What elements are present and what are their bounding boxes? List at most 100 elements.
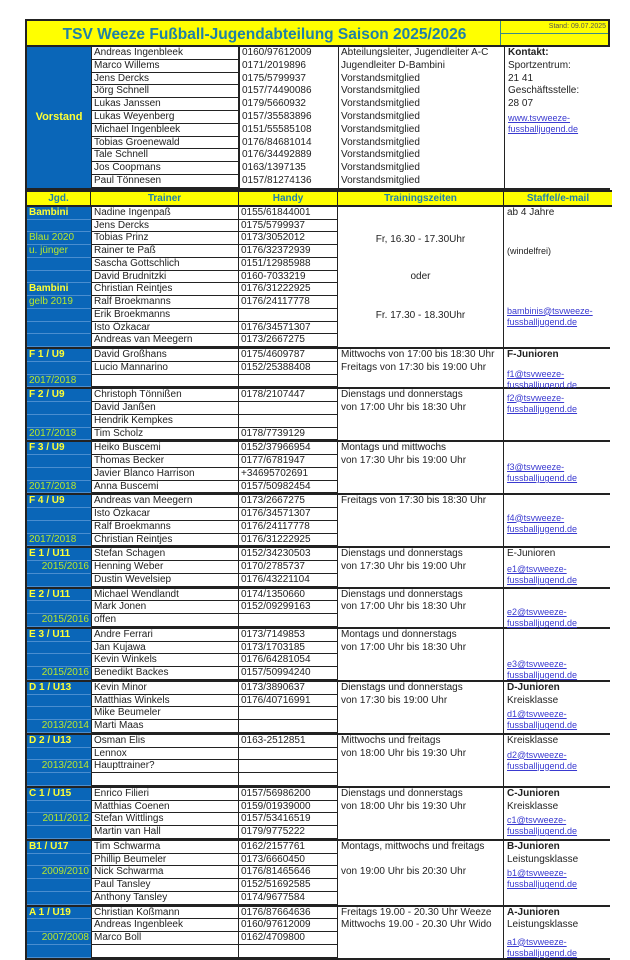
email-link[interactable]: f4@tsvweeze-fussballjugend.de	[507, 512, 578, 534]
team-year: 2011/2012	[27, 813, 91, 827]
team-label: D 2 / U13	[27, 734, 91, 748]
trainer-name: Jan Kujawa	[91, 641, 239, 655]
stand-date: Stand: 09.07.2025	[500, 21, 608, 34]
staffel-cell: B-Junioren Leistungsklasse b1@tsvweeze-fus…	[504, 840, 612, 905]
contact-line: Kontakt:	[508, 47, 549, 58]
email-link[interactable]: f3@tsvweeze-fussballjugend.de	[507, 462, 578, 484]
team-year	[27, 414, 91, 428]
member-role: Jugendleiter D-Bambini	[338, 59, 504, 73]
training-line: Dienstags und donnerstags	[341, 787, 463, 799]
email-link[interactable]: e2@tsvweeze-fussballjugend.de	[507, 607, 578, 629]
trainer-name: David Janßen	[91, 402, 239, 415]
training-times: Montags, mittwochs und freitags von 19:00…	[338, 840, 504, 905]
trainer-name: Heiko Buscemi	[91, 442, 239, 456]
team-label: F 1 / U9	[27, 349, 91, 362]
team-year	[27, 321, 91, 335]
team-year	[27, 707, 91, 721]
staffel-line: B-Junioren	[507, 840, 560, 852]
trainer-name: Rainer te Paß	[91, 245, 239, 258]
email-link[interactable]: e1@tsvweeze-fussballjugend.de	[507, 564, 578, 586]
staffel-line: Kreisklasse	[507, 800, 559, 812]
training-line: Dienstags und donnerstags	[341, 588, 463, 600]
training-times: Freitags von 17:30 bis 18:30 Uhr	[338, 495, 504, 547]
email-link[interactable]: a1@tsvweeze-fussballjugend.de	[507, 936, 578, 958]
trainer-phone: 0177/6781947	[239, 455, 338, 468]
email-link[interactable]: b1@tsvweeze-fussballjugend.de	[507, 868, 578, 890]
member-phone: 0176/84681014	[239, 136, 338, 150]
team-year	[27, 219, 91, 233]
member-name: Marco Willems	[91, 59, 239, 73]
member-role: Vorstandsmitglied	[338, 85, 504, 99]
trainer-phone	[239, 747, 338, 761]
trainer-name: Henning Weber	[91, 561, 239, 574]
member-role: Vorstandsmitglied	[338, 72, 504, 86]
trainer-phone: 0174/9677584	[239, 891, 338, 905]
training-line: Dienstags und donnerstags	[341, 389, 463, 401]
training-line: von 19:00 Uhr bis 20:30 Uhr	[341, 866, 467, 878]
header-2: Handy	[239, 189, 338, 207]
staffel-cell: Kreisklasse d2@tsvweeze-fussballjugend.de	[504, 734, 612, 786]
training-line: von 17:00 Uhr bis 18:30 Uhr	[341, 601, 467, 613]
team-year	[27, 641, 91, 655]
email-link[interactable]: f2@tsvweeze-fussballjugend.de	[507, 392, 578, 414]
email-link[interactable]: f1@tsvweeze-fussballjugend.de	[507, 368, 578, 390]
member-name: Andreas Ingenbleek	[91, 47, 239, 60]
member-name: Tale Schnell	[91, 149, 239, 163]
trainer-name: Andre Ferrari	[91, 628, 239, 642]
team-year	[27, 747, 91, 761]
title-empty-cell	[500, 34, 608, 45]
member-phone: 0176/34492889	[239, 149, 338, 163]
trainer-phone: 0152/34230503	[239, 548, 338, 562]
team-year	[27, 853, 91, 867]
team-group: E 2 / U11 2015/2016 Michael Wendlandt 0174/…	[25, 588, 612, 629]
staffel-cell: D-Junioren Kreisklasse d1@tsvweeze-fussbal…	[504, 681, 612, 733]
trainer-phone: 0173/3890637	[239, 681, 338, 695]
team-label: F 4 / U9	[27, 495, 91, 509]
training-line: Montags und mittwochs	[341, 442, 447, 454]
member-role: Vorstandsmitglied	[338, 98, 504, 111]
staffel-cell: E-Junioren e1@tsvweeze-fussballjugend.de	[504, 548, 612, 587]
trainer-phone: 0163-2512851	[239, 734, 338, 748]
training-line: von 17:30 Uhr bis 19:00 Uhr	[341, 455, 467, 467]
email-link[interactable]: d2@tsvweeze-fussballjugend.de	[507, 749, 578, 771]
staffel-line: E-Junioren	[507, 548, 556, 560]
email-link[interactable]: d1@tsvweeze-fussballjugend.de	[507, 709, 578, 731]
trainer-name: Isto Özkacar	[91, 508, 239, 521]
team-year	[27, 773, 91, 786]
team-year: u. jünger	[27, 245, 91, 258]
training-line: Freitags von 17:30 bis 18:30 Uhr	[341, 495, 487, 507]
trainer-phone: 0173/2667275	[239, 334, 338, 348]
team-year: 2009/2010	[27, 866, 91, 880]
trainer-phone: 0173/1703185	[239, 641, 338, 655]
trainer-name: Christian Reintjes	[91, 533, 239, 547]
website-link[interactable]: www.tsvweeze-fussballjugend.de	[508, 112, 579, 134]
team-year: 2017/2018	[27, 374, 91, 388]
team-label: D 1 / U13	[27, 681, 91, 695]
trainer-name: Martin van Hall	[91, 826, 239, 839]
trainer-name: Stefan Wittlings	[91, 813, 239, 827]
team-year: 2015/2016	[27, 614, 91, 627]
trainer-phone	[239, 308, 338, 322]
contact-line: 28 07	[508, 98, 534, 109]
team-label: Bambini	[27, 283, 91, 297]
trainer-phone: 0176/24117778	[239, 520, 338, 534]
trainer-phone: 0179/9775222	[239, 826, 338, 839]
trainer-phone: 0175/5799937	[239, 219, 338, 233]
title-row: TSV Weeze Fußball-Jugendabteilung Saison…	[25, 19, 610, 47]
trainer-name: Matthias Coenen	[91, 800, 239, 814]
email-link[interactable]: e3@tsvweeze-fussballjugend.de	[507, 658, 578, 680]
team-group: F 1 / U9 2017/2018 David Großhans 0175/4609…	[25, 349, 612, 390]
team-group: A 1 / U19 2007/2008 Christian Koßmann 0176/…	[25, 906, 612, 960]
team-label: E 1 / U11	[27, 548, 91, 562]
email-link[interactable]: bambinis@tsvweeze-fussballjugend.de	[507, 305, 593, 327]
team-group: B1 / U17 2009/2010 Tim Schwarma 0162/215776…	[25, 840, 612, 907]
email-link[interactable]: c1@tsvweeze-fussballjugend.de	[507, 815, 578, 837]
staffel-cell: e3@tsvweeze-fussballjugend.de	[504, 628, 612, 680]
training-times: Dienstags und donnerstags von 17:30 bis …	[338, 681, 504, 733]
training-line: von 17:30 Uhr bis 19:00 Uhr	[341, 561, 467, 573]
team-year	[27, 402, 91, 415]
trainer-phone: 0155/61844001	[239, 206, 338, 220]
trainer-phone	[239, 614, 338, 627]
trainer-name: Mike Beumeler	[91, 707, 239, 721]
trainer-name: Ralf Broekmanns	[91, 520, 239, 534]
